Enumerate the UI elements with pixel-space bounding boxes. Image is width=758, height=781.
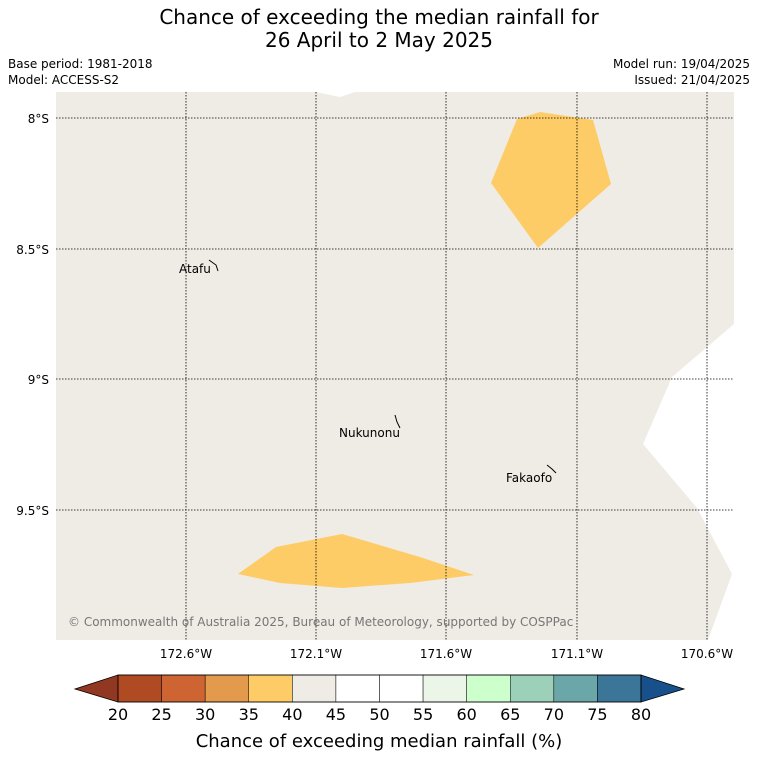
colorbar-segment — [204, 674, 250, 703]
meta-right: Model run: 19/04/2025 Issued: 21/04/2025 — [613, 56, 750, 88]
colorbar-tick-label: 45 — [326, 705, 346, 724]
colorbar-tick-label: 35 — [239, 705, 259, 724]
colorbar-segment — [597, 674, 642, 703]
colorbar-tick-label: 65 — [500, 705, 520, 724]
lat-label-4: 9.5°S — [16, 504, 49, 518]
colorbar-segment — [161, 674, 206, 703]
region-35-40-south — [238, 534, 474, 588]
colorbar-segment — [422, 674, 467, 703]
colorbar-title: Chance of exceeding median rainfall (%) — [195, 731, 563, 752]
nukunonu-atoll-outline — [394, 414, 401, 429]
colorbar-tick-label: 50 — [369, 705, 389, 724]
fakaofo-atoll-outline — [546, 464, 557, 474]
model-run: Model run: 19/04/2025 — [612, 57, 750, 71]
region-35-40-northeast — [491, 112, 611, 248]
place-label-nukunonu: Nukunonu — [339, 426, 400, 440]
title-line-2: 26 April to 2 May 2025 — [265, 28, 493, 52]
map-title: Chance of exceeding the median rainfall … — [0, 6, 758, 52]
colorbar-outline — [117, 674, 642, 703]
atafu-atoll-outline — [208, 259, 219, 272]
lon-label-3: 171.6°W — [420, 647, 472, 661]
colorbar-segment — [553, 674, 598, 703]
colorbar-segment — [510, 674, 555, 703]
lat-label-2: 8.5°S — [16, 243, 49, 257]
colorbar-over-arrow — [640, 674, 686, 703]
place-label-fakaofo: Fakaofo — [506, 471, 552, 485]
place-label-atafu: Atafu — [179, 262, 211, 276]
issued-date: Issued: 21/04/2025 — [634, 73, 750, 87]
colorbar-segment — [379, 674, 424, 703]
lat-label-1: 8°S — [28, 112, 49, 126]
lon-label-4: 171.1°W — [551, 647, 603, 661]
colorbar-tick-label: 20 — [108, 705, 128, 724]
colorbar-segment — [335, 674, 380, 703]
meta-left: Base period: 1981-2018 Model: ACCESS-S2 — [8, 56, 153, 88]
colorbar-segment — [117, 674, 162, 703]
colorbar-under-arrow — [73, 674, 119, 703]
colorbar-tick-label: 30 — [195, 705, 215, 724]
colorbar-tick-label: 60 — [456, 705, 476, 724]
map-background — [56, 92, 734, 640]
colorbar: 20 25 30 35 40 45 50 55 60 65 70 75 80 — [73, 674, 686, 724]
colorbar-tick-label: 40 — [282, 705, 302, 724]
colorbar-tick-label: 55 — [413, 705, 433, 724]
colorbar-segments — [117, 674, 642, 703]
copyright-text: © Commonwealth of Australia 2025, Bureau… — [68, 615, 573, 629]
lon-label-1: 172.6°W — [160, 647, 212, 661]
colorbar-tick-labels: 20 25 30 35 40 45 50 55 60 65 70 75 80 — [108, 705, 651, 724]
colorbar-tick-label: 25 — [151, 705, 171, 724]
colorbar-segment — [292, 674, 337, 703]
colorbar-segment — [466, 674, 511, 703]
lat-label-3: 9°S — [28, 373, 49, 387]
base-period: Base period: 1981-2018 — [8, 57, 153, 71]
colorbar-tick-label: 80 — [631, 705, 651, 724]
lon-label-5: 170.6°W — [681, 647, 733, 661]
colorbar-tick-label: 75 — [587, 705, 607, 724]
title-line-1: Chance of exceeding the median rainfall … — [159, 5, 599, 29]
colorbar-segment — [248, 674, 293, 703]
gridlines — [56, 92, 734, 640]
model-name: Model: ACCESS-S2 — [8, 73, 120, 87]
lon-label-2: 172.1°W — [290, 647, 342, 661]
colorbar-tick-label: 70 — [544, 705, 564, 724]
